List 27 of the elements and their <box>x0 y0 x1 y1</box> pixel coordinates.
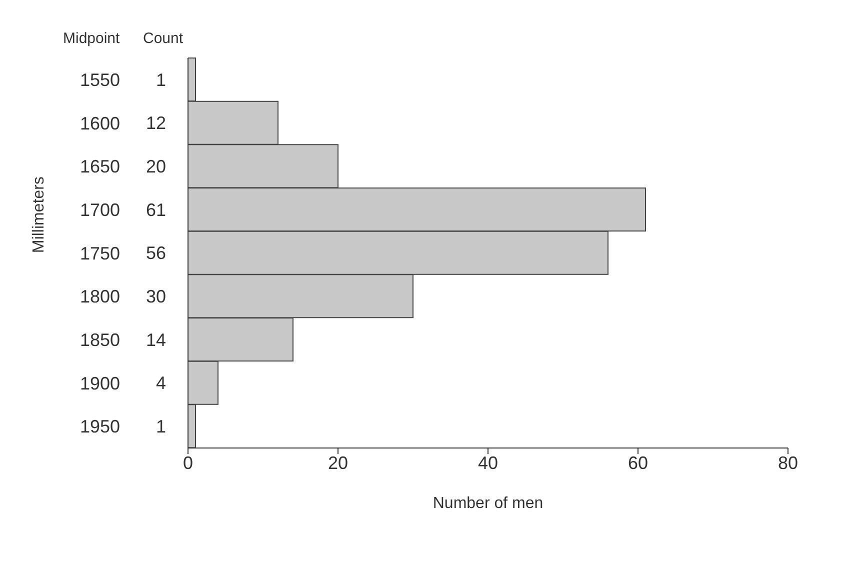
data-label: 12 <box>146 113 166 134</box>
text: Count <box>143 30 184 47</box>
y-tick-label: 1850 <box>80 330 120 350</box>
x-tick-label: 80 <box>778 452 798 473</box>
data-label: 61 <box>146 200 166 220</box>
y-tick-label: 1950 <box>80 416 120 437</box>
x-tick-label: 20 <box>328 452 348 473</box>
y-tick-label: 1900 <box>80 373 120 394</box>
x-tick-label: 60 <box>628 452 648 473</box>
y-axis-title: Millimeters <box>30 176 48 253</box>
y-tick-label: 1550 <box>80 70 120 90</box>
data-label: 30 <box>146 286 166 307</box>
data-label: 14 <box>146 330 166 350</box>
text: Midpoint <box>63 30 120 47</box>
data-label: 20 <box>146 156 166 177</box>
x-tick-label: 0 <box>182 452 194 473</box>
data-label: 4 <box>156 373 166 394</box>
x-axis-title: Number of men <box>432 495 544 512</box>
data-label: 56 <box>146 243 166 264</box>
y-tick-label: 1600 <box>80 113 120 134</box>
data-label: 1 <box>156 416 166 437</box>
data-label: 1 <box>156 70 166 90</box>
x-tick-label: 40 <box>478 452 498 473</box>
y-tick-label: 1650 <box>80 156 120 177</box>
y-tick-label: 1700 <box>80 200 120 220</box>
y-tick-label: 1750 <box>80 243 120 264</box>
y-tick-label: 1800 <box>80 286 120 307</box>
